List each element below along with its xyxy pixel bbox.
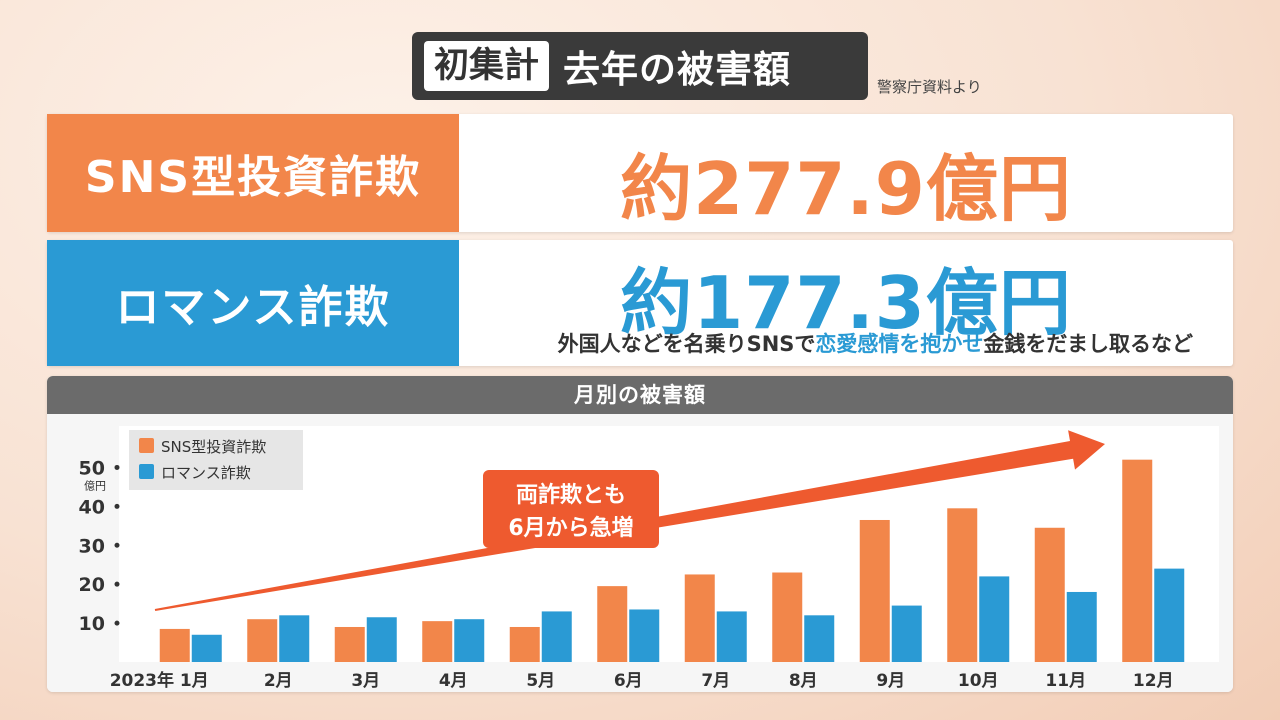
bar-sns (859, 519, 890, 662)
legend-label-sns: SNS型投資詐欺 (161, 438, 266, 456)
bar-sns (772, 572, 803, 662)
chart-title: 月別の被害額 (47, 376, 1233, 414)
y-tick-label: 20 (79, 574, 105, 596)
bar-sns (1034, 527, 1065, 662)
y-unit-label: 億円 (84, 479, 106, 492)
sns-investment-label: SNS型投資詐欺 (47, 114, 459, 232)
y-tick-dot (114, 542, 120, 548)
x-tick-label: 4月 (439, 671, 468, 691)
sns-investment-amount: 約277.9億円 (620, 147, 1072, 231)
bar-sns (684, 574, 715, 662)
y-tick-dot (114, 464, 120, 470)
bar-romance (454, 619, 485, 662)
bar-romance (366, 617, 397, 662)
x-tick-label: 5月 (526, 671, 555, 691)
title-box: 初集計 去年の被害額 (412, 32, 868, 100)
monthly-chart-panel: 月別の被害額 10 20 30 40 50 億円 2023年 1月 2月 3月 4月 5月 6月 7月 8… (47, 376, 1233, 692)
bar-sns (597, 586, 628, 662)
callout-line2: 6月から急増 (508, 515, 633, 541)
romance-description: 外国人などを名乗りSNSで恋愛感情を抱かせ金銭をだまし取るなど (487, 328, 1193, 358)
bar-romance (891, 605, 922, 662)
note-highlight: 恋愛感情を抱かせ (815, 332, 984, 356)
note-before: 外国人などを名乗りSNSで (557, 332, 816, 356)
bar-sns (509, 626, 540, 662)
x-tick-label: 11月 (1045, 671, 1086, 691)
bar-romance (1154, 568, 1185, 662)
y-tick-dot (114, 620, 120, 626)
source-note: 警察庁資料より (877, 78, 982, 96)
title-tag: 初集計 (424, 41, 550, 91)
trend-arrow (154, 430, 1106, 611)
note-after: 金銭をだまし取るなど (983, 332, 1193, 356)
x-tick-label: 6月 (614, 671, 643, 691)
bar-romance (804, 615, 835, 662)
romance-row: ロマンス詐欺 約177.3億円 外国人などを名乗りSNSで恋愛感情を抱かせ金銭を… (47, 240, 1233, 366)
legend-box (129, 430, 303, 490)
y-tick-label: 10 (79, 613, 105, 635)
x-tick-label: 9月 (876, 671, 905, 691)
x-tick-label: 2023年 1月 (110, 670, 209, 691)
x-tick-label: 10月 (958, 671, 999, 691)
legend-swatch-romance (139, 464, 154, 479)
bar-sns (1122, 459, 1153, 662)
x-tick-label: 8月 (789, 671, 818, 691)
x-tick-label: 12月 (1133, 671, 1174, 691)
bar-romance (1066, 591, 1097, 662)
bar-sns (247, 619, 278, 662)
x-tick-label: 7月 (701, 671, 730, 691)
bar-romance (541, 611, 572, 662)
x-tick-label: 3月 (351, 671, 380, 691)
y-tick-dot (114, 503, 120, 509)
bar-romance (716, 611, 747, 662)
romance-amount: 約177.3億円 (620, 261, 1072, 345)
y-tick-label: 50 (79, 457, 105, 479)
legend-label-romance: ロマンス詐欺 (161, 464, 251, 482)
bar-romance (979, 576, 1010, 662)
y-tick-label: 40 (79, 496, 105, 518)
bar-sns (159, 628, 190, 662)
callout-line1: 両詐欺とも (516, 482, 626, 508)
y-tick-label: 30 (79, 535, 105, 557)
bar-romance (629, 609, 660, 662)
chart-area: 10 20 30 40 50 億円 2023年 1月 2月 3月 4月 5月 6月 7月 8月 9月 10月 1… (47, 414, 1233, 692)
legend-swatch-sns (139, 438, 154, 453)
callout-box (483, 470, 659, 548)
x-tick-label: 2月 (264, 671, 293, 691)
bar-sns (947, 508, 978, 662)
bar-romance (279, 615, 310, 662)
bar-romance (191, 634, 222, 662)
bar-sns (422, 621, 453, 662)
sns-investment-row: SNS型投資詐欺 約277.9億円 (47, 114, 1233, 232)
bar-sns (334, 626, 365, 662)
y-tick-dot (114, 581, 120, 587)
page-title: 去年の被害額 (563, 48, 792, 91)
romance-label: ロマンス詐欺 (47, 240, 459, 366)
